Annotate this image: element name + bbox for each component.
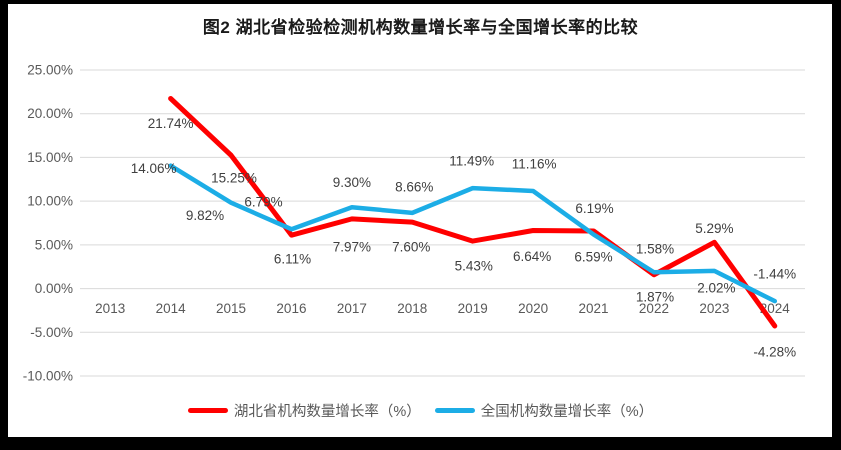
- x-tick-label: 2014: [156, 301, 187, 316]
- y-tick-label: 10.00%: [27, 194, 73, 209]
- data-label: 9.30%: [333, 175, 371, 190]
- y-tick-label: 0.00%: [35, 281, 73, 296]
- x-tick-label: 2013: [95, 301, 125, 316]
- x-tick-label: 2016: [276, 301, 306, 316]
- x-tick-label: 2022: [639, 301, 669, 316]
- x-tick-label: 2017: [337, 301, 367, 316]
- data-label: 14.06%: [131, 161, 177, 176]
- data-label: 7.60%: [392, 240, 430, 255]
- legend-label: 全国机构数量增长率（%）: [480, 403, 654, 420]
- legend-swatch: [434, 407, 475, 413]
- series-line: [168, 96, 778, 329]
- data-label: -1.44%: [753, 267, 796, 282]
- x-tick-label: 2021: [579, 301, 609, 316]
- y-tick-label: -5.00%: [30, 325, 73, 340]
- y-tick-label: 25.00%: [27, 63, 73, 78]
- data-label: 11.16%: [512, 157, 557, 172]
- data-label: -4.28%: [753, 344, 796, 359]
- y-tick-label: 15.00%: [27, 150, 73, 165]
- legend-item: 全国机构数量增长率（%）: [434, 400, 654, 421]
- series-line: [168, 163, 778, 304]
- x-tick-label: 2020: [518, 301, 548, 316]
- legend-item: 湖北省机构数量增长率（%）: [187, 400, 421, 421]
- data-label: 6.79%: [244, 195, 282, 210]
- data-label: 5.43%: [455, 259, 493, 274]
- chart-legend: 湖北省机构数量增长率（%） 全国机构数量增长率（%）: [0, 399, 841, 421]
- data-label: 21.74%: [148, 116, 194, 131]
- data-label: 5.29%: [695, 221, 733, 236]
- x-tick-label: 2015: [216, 301, 246, 316]
- x-tick-label: 2023: [699, 301, 729, 316]
- data-label: 2.02%: [697, 280, 735, 295]
- legend-label: 湖北省机构数量增长率（%）: [233, 403, 421, 420]
- page-title: 图2 湖北省检验检测机构数量增长率与全国增长率的比较: [202, 18, 639, 37]
- data-label: 6.59%: [574, 249, 612, 264]
- data-label: 6.11%: [274, 252, 311, 267]
- data-label: 9.82%: [186, 208, 224, 223]
- data-label: 15.25%: [211, 171, 257, 186]
- data-label: 8.66%: [395, 179, 433, 194]
- data-label: 11.49%: [449, 154, 494, 169]
- legend-swatch: [187, 407, 228, 413]
- y-tick-label: 20.00%: [27, 106, 73, 121]
- data-label: 6.64%: [513, 249, 551, 264]
- y-tick-label: 5.00%: [35, 237, 73, 252]
- data-label: 1.87%: [636, 290, 674, 305]
- x-tick-label: 2019: [458, 301, 488, 316]
- data-label: 1.58%: [636, 241, 674, 256]
- data-label: 6.19%: [575, 201, 613, 216]
- y-tick-label: -10.00%: [23, 369, 73, 384]
- x-tick-label: 2018: [397, 301, 427, 316]
- data-label: 7.97%: [333, 239, 371, 254]
